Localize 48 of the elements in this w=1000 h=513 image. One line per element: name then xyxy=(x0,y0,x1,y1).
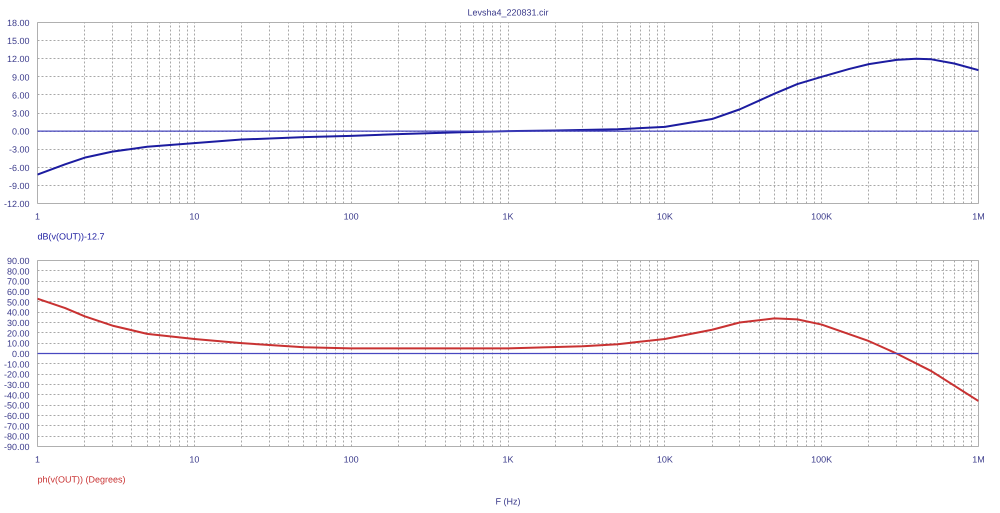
y-tick-label: -80.00 xyxy=(4,432,30,442)
y-tick-label: -30.00 xyxy=(4,380,30,390)
y-tick-label: 30.00 xyxy=(6,318,30,328)
y-tick-label: 0.00 xyxy=(12,349,30,359)
x-axis-title: F (Hz) xyxy=(496,496,521,506)
x-tick-label: 1K xyxy=(502,212,514,222)
chart-title: Levsha4_220831.cir xyxy=(467,8,549,18)
x-tick-label: 100K xyxy=(811,454,832,464)
x-tick-label: 1K xyxy=(502,454,514,464)
y-tick-label: -50.00 xyxy=(4,400,30,411)
y-tick-label: 90.00 xyxy=(6,256,30,266)
y-tick-label: 20.00 xyxy=(6,328,30,338)
y-tick-label: 40.00 xyxy=(6,308,30,318)
y-tick-label: 0.00 xyxy=(12,126,30,137)
y-tick-label: -70.00 xyxy=(4,421,30,432)
x-tick-label: 10 xyxy=(189,454,200,464)
x-tick-label: 10K xyxy=(656,454,673,464)
y-tick-label: -90.00 xyxy=(4,442,30,452)
text: ph(v(OUT)) (Degrees) xyxy=(38,474,126,484)
y-tick-label: -6.00 xyxy=(8,162,30,173)
y-tick-label: 3.00 xyxy=(12,108,30,118)
y-tick-label: -9.00 xyxy=(8,180,30,191)
y-tick-label: 50.00 xyxy=(6,297,30,308)
x-tick-label: 1M xyxy=(972,454,985,464)
y-tick-label: 60.00 xyxy=(6,287,30,297)
x-tick-label: 1 xyxy=(34,212,40,222)
y-tick-label: -10.00 xyxy=(4,359,30,370)
x-tick-label: 1 xyxy=(34,454,40,464)
x-tick-label: 100 xyxy=(344,212,359,222)
y-tick-label: 15.00 xyxy=(6,36,30,46)
y-tick-label: 6.00 xyxy=(12,90,30,100)
y-tick-label: -40.00 xyxy=(4,390,30,400)
y-tick-label: 10.00 xyxy=(6,338,30,349)
x-tick-label: 10 xyxy=(189,212,200,222)
x-tick-label: 100 xyxy=(344,454,359,464)
text: dB(v(OUT))-12.7 xyxy=(38,232,105,242)
x-tick-label: 10K xyxy=(656,212,673,222)
y-tick-label: 18.00 xyxy=(6,18,30,28)
y-tick-label: -60.00 xyxy=(4,411,30,421)
x-tick-label: 100K xyxy=(811,212,832,222)
y-tick-label: -20.00 xyxy=(4,370,30,380)
y-tick-label: -12.00 xyxy=(4,199,30,209)
y-tick-label: 12.00 xyxy=(6,54,30,64)
y-tick-label: -3.00 xyxy=(8,144,30,155)
y-tick-label: 9.00 xyxy=(12,72,30,82)
x-tick-label: 1M xyxy=(972,212,985,222)
y-tick-label: 80.00 xyxy=(6,266,30,276)
y-tick-label: 70.00 xyxy=(6,276,30,287)
